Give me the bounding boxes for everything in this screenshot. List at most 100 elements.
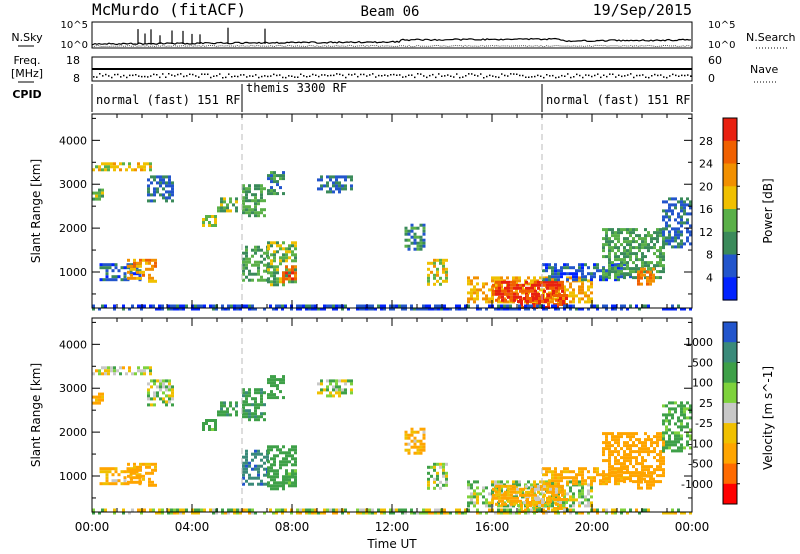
heatmap-cell xyxy=(445,267,448,271)
x-tick-label: 00:00 xyxy=(675,520,710,534)
nave-point xyxy=(321,74,323,76)
heatmap-cell xyxy=(291,241,294,245)
heatmap-cell xyxy=(434,304,437,308)
heatmap-cell xyxy=(668,419,671,423)
heatmap-cell xyxy=(656,234,659,238)
heatmap-cell xyxy=(132,272,136,276)
heatmap-cell xyxy=(270,189,273,193)
heatmap-cell xyxy=(276,250,279,254)
heatmap-cell xyxy=(608,240,611,244)
heatmap-cell xyxy=(656,432,659,436)
heatmap-cell xyxy=(251,208,254,212)
heatmap-cell xyxy=(242,205,245,209)
heatmap-cell xyxy=(516,487,519,491)
heatmap-cell xyxy=(248,278,251,282)
heatmap-cell xyxy=(149,366,152,370)
heatmap-cell xyxy=(267,277,270,281)
nave-point xyxy=(660,74,662,76)
heatmap-cell xyxy=(439,462,442,466)
heatmap-cell xyxy=(635,240,638,244)
heatmap-cell xyxy=(560,269,563,273)
heatmap-cell xyxy=(680,200,683,204)
heatmap-cell xyxy=(562,300,565,303)
heatmap-cell xyxy=(572,294,575,298)
heatmap-cell xyxy=(581,501,584,505)
heatmap-cell xyxy=(263,511,266,515)
heatmap-cell xyxy=(248,257,251,261)
heatmap-cell xyxy=(662,264,665,268)
y-tick-label: 2000 xyxy=(59,426,87,439)
heatmap-cell xyxy=(665,419,668,423)
nave-point xyxy=(633,76,635,79)
heatmap-cell xyxy=(220,413,223,417)
heatmap-cell xyxy=(273,259,276,263)
heatmap-cell xyxy=(273,189,276,193)
heatmap-cell xyxy=(641,246,644,250)
heatmap-cell xyxy=(668,209,671,213)
heatmap-cell xyxy=(245,257,248,261)
heatmap-cell xyxy=(127,258,130,262)
heatmap-cell xyxy=(267,396,270,400)
heatmap-cell xyxy=(599,275,602,279)
heatmap-cell xyxy=(344,184,347,188)
colorbar-tick-label: 500 xyxy=(692,356,713,369)
heatmap-cell xyxy=(635,474,638,478)
heatmap-cell xyxy=(371,511,374,515)
heatmap-cell xyxy=(270,463,273,467)
heatmap-cell xyxy=(518,279,521,283)
heatmap-cell xyxy=(560,275,563,279)
heatmap-cell xyxy=(623,273,626,277)
heatmap-cell xyxy=(659,450,662,454)
heatmap-cell xyxy=(557,479,560,483)
heatmap-cell xyxy=(476,276,479,280)
heatmap-cell xyxy=(296,511,299,515)
heatmap-cell xyxy=(273,478,276,482)
heatmap-cell xyxy=(197,307,200,311)
heatmap-cell xyxy=(212,511,215,515)
heatmap-cell xyxy=(282,378,285,382)
heatmap-cell xyxy=(498,493,501,497)
heatmap-cell xyxy=(260,464,263,468)
nave-point xyxy=(468,73,470,75)
heatmap-cell xyxy=(276,469,279,473)
heatmap-cell xyxy=(377,304,380,308)
heatmap-cell xyxy=(436,474,439,478)
heatmap-cell xyxy=(422,241,426,245)
heatmap-cell xyxy=(223,401,226,405)
nave-point xyxy=(522,74,524,77)
heatmap-cell xyxy=(123,272,127,276)
heatmap-cell xyxy=(587,511,590,515)
heatmap-cell xyxy=(476,307,479,311)
heatmap-cell xyxy=(133,462,136,466)
heatmap-cell xyxy=(251,482,254,486)
heatmap-cell xyxy=(629,462,632,466)
colorbar-tick-label: 1000 xyxy=(685,336,713,349)
heatmap-cell xyxy=(497,300,500,304)
heatmap-cell xyxy=(282,259,285,263)
heatmap-cell xyxy=(656,480,659,484)
heatmap-cell xyxy=(638,237,641,241)
heatmap-cell xyxy=(584,294,587,298)
nave-point xyxy=(414,76,416,79)
heatmap-cell xyxy=(498,490,501,494)
heatmap-cell xyxy=(440,307,443,311)
heatmap-cell xyxy=(671,236,674,240)
heatmap-cell xyxy=(291,457,294,461)
heatmap-cell xyxy=(533,307,536,311)
heatmap-cell xyxy=(266,254,269,258)
heatmap-cell xyxy=(410,445,414,449)
heatmap-cell xyxy=(433,465,436,469)
heatmap-cell xyxy=(159,388,162,392)
heatmap-cell xyxy=(602,508,605,512)
heatmap-cell xyxy=(389,304,392,308)
heatmap-cell xyxy=(236,511,239,515)
heatmap-cell xyxy=(383,511,386,515)
heatmap-cell xyxy=(617,255,620,259)
heatmap-cell xyxy=(608,258,611,262)
heatmap-cell xyxy=(427,273,430,277)
heatmap-cell xyxy=(439,261,442,265)
heatmap-cell xyxy=(194,304,197,308)
nave-point xyxy=(303,75,305,77)
heatmap-cell xyxy=(148,480,151,484)
heatmap-cell xyxy=(179,307,182,311)
